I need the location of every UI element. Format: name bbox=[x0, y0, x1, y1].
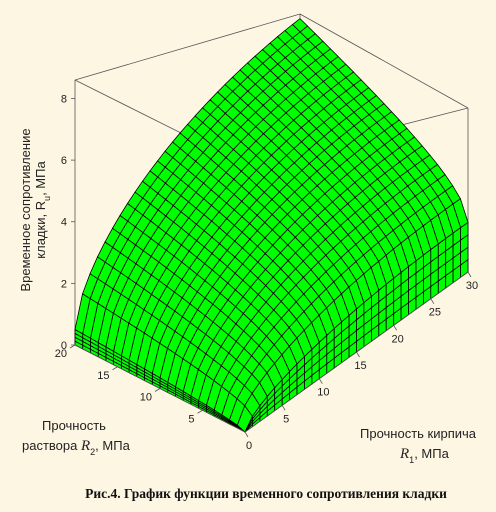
x-tick-label: 20 bbox=[392, 333, 404, 345]
x-tick-mark bbox=[244, 431, 249, 438]
x-tick-mark bbox=[281, 405, 286, 411]
x-axis-label-line1: Прочность кирпича bbox=[360, 426, 477, 441]
y-tick-mark bbox=[69, 344, 76, 349]
figure-caption: Рис.4. График функции временного сопроти… bbox=[85, 486, 447, 501]
y-tick-label: 10 bbox=[140, 392, 152, 404]
y-tick-mark bbox=[112, 366, 118, 371]
z-tick-label: 0 bbox=[61, 340, 67, 352]
z-tick-label: 8 bbox=[61, 93, 67, 105]
y-axis-label-line1: Прочность bbox=[42, 418, 106, 433]
x-tick-label: 30 bbox=[466, 280, 478, 292]
z-tick-label: 6 bbox=[61, 155, 67, 167]
x-axis-label-line2: R1, МПа bbox=[399, 446, 450, 465]
x-tick-mark bbox=[318, 378, 323, 384]
x-tick-mark bbox=[430, 298, 435, 304]
y-tick-mark bbox=[154, 388, 161, 392]
box-edge bbox=[74, 13, 301, 81]
x-tick-label: 10 bbox=[317, 387, 329, 399]
box-edge bbox=[299, 13, 469, 109]
z-tick-label: 4 bbox=[61, 217, 67, 229]
z-axis-label: Временное сопротивление bbox=[18, 128, 33, 291]
surface-wall-patch bbox=[460, 221, 469, 241]
axis-ticks: 0 2 4 6 8 0 5 10 15 20 25 30 5 10 15 20 bbox=[55, 93, 478, 452]
y-tick-label: 15 bbox=[97, 370, 109, 382]
surface-mesh bbox=[74, 18, 469, 433]
y-tick-label: 5 bbox=[188, 413, 194, 425]
z-tick-label: 2 bbox=[61, 278, 67, 290]
y-axis-label-line2: раствора R2, МПа bbox=[22, 438, 131, 457]
surface-wall-patch bbox=[74, 328, 84, 339]
x-tick-label: 25 bbox=[429, 307, 441, 319]
x-tick-mark bbox=[356, 351, 360, 358]
z-axis-label-2: кладки, Ru, МПа bbox=[33, 161, 52, 259]
x-tick-mark bbox=[393, 325, 398, 331]
y-tick-mark bbox=[197, 409, 203, 414]
x-tick-label: 15 bbox=[354, 360, 366, 372]
z-axis-label-line1: Временное сопротивление bbox=[18, 128, 33, 291]
x-tick-label: 0 bbox=[246, 440, 252, 452]
x-tick-label: 5 bbox=[283, 413, 289, 425]
x-tick-mark bbox=[467, 271, 472, 278]
y-tick-label: 20 bbox=[55, 348, 67, 360]
